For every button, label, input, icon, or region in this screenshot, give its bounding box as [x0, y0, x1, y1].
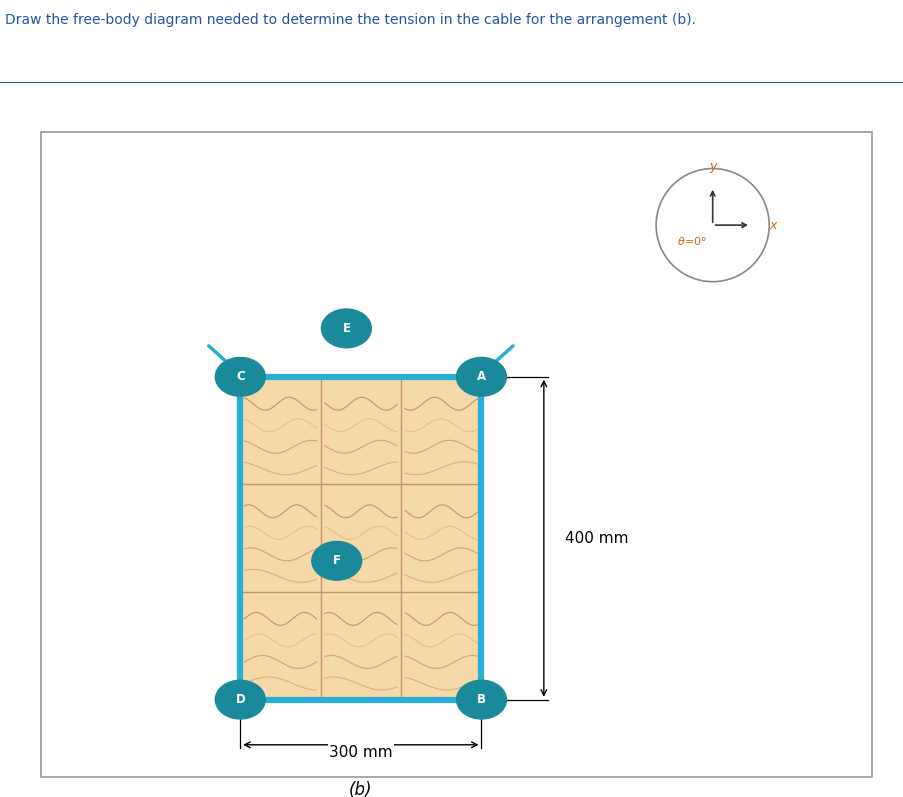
Text: 300 mm: 300 mm [329, 744, 392, 760]
Text: A: A [477, 371, 486, 383]
Text: F: F [332, 554, 340, 567]
Circle shape [215, 357, 265, 396]
Text: y: y [708, 159, 715, 173]
Text: B: B [477, 693, 486, 706]
Bar [240, 377, 481, 700]
Text: (b): (b) [349, 781, 372, 797]
Circle shape [456, 681, 506, 719]
Text: Draw the free-body diagram needed to determine the tension in the cable for the : Draw the free-body diagram needed to det… [5, 13, 694, 27]
Text: ↩: ↩ [824, 96, 838, 114]
Text: ⛽: ⛽ [852, 97, 861, 112]
Text: ⓘ: ⓘ [105, 97, 113, 112]
Text: ⓘ: ⓘ [83, 52, 91, 66]
Text: Force: Force [20, 51, 61, 66]
Text: ⓘ: ⓘ [893, 98, 900, 111]
Circle shape [456, 357, 506, 396]
Text: x: x [768, 218, 776, 232]
Text: 400 mm: 400 mm [564, 531, 628, 546]
Text: D: D [235, 693, 245, 706]
Circle shape [215, 681, 265, 719]
Text: Comment: Comment [20, 97, 95, 112]
Text: $\theta\!=\!0°$: $\theta\!=\!0°$ [676, 235, 706, 247]
Text: E: E [342, 322, 350, 335]
Text: C: C [236, 371, 245, 383]
Text: ⓘ: ⓘ [874, 97, 883, 112]
Circle shape [312, 541, 361, 580]
Circle shape [321, 309, 371, 347]
